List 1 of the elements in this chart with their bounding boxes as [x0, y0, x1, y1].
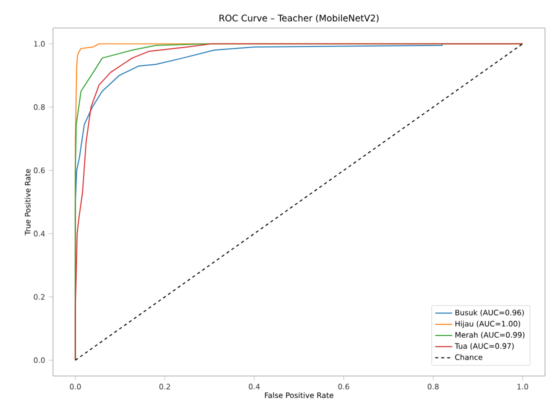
chart-title: ROC Curve – Teacher (MobileNetV2)	[220, 14, 379, 23]
